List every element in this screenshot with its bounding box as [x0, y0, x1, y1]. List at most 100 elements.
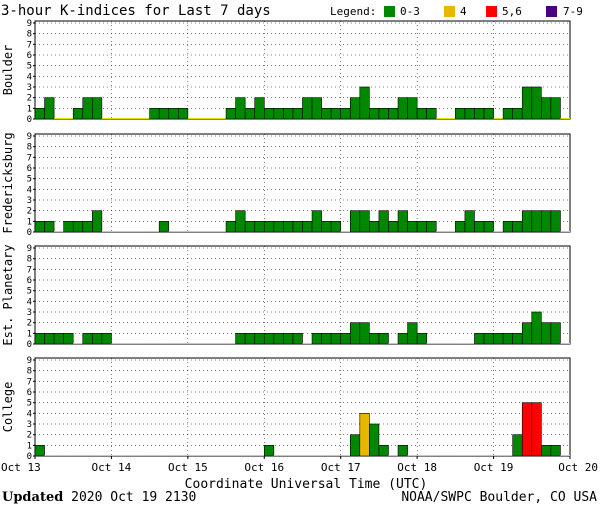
- y-tick-label: 7: [27, 377, 32, 387]
- k-index-bar: [178, 108, 189, 120]
- k-index-bar: [72, 108, 84, 120]
- k-index-bar: [254, 221, 265, 233]
- k-index-bar: [34, 221, 45, 233]
- updated-time: 2020 Oct 19 2130: [71, 490, 197, 505]
- y-tick-label: 9: [27, 356, 32, 366]
- y-tick-label: 3: [27, 83, 32, 93]
- k-index-bar: [397, 97, 408, 120]
- k-index-bar: [321, 333, 332, 345]
- k-index-bar: [416, 333, 427, 345]
- legend-swatch-2: [486, 6, 497, 17]
- x-tick-label: Oct 18: [397, 461, 437, 474]
- k-index-bar: [235, 333, 246, 345]
- k-index-bar: [483, 108, 494, 120]
- y-tick-label: 2: [27, 431, 32, 441]
- k-index-bar: [378, 333, 389, 345]
- y-tick-label: 1: [27, 329, 32, 339]
- y-tick-label: 4: [27, 297, 32, 307]
- k-index-bar: [493, 333, 504, 345]
- legend-label: Legend:: [330, 5, 376, 18]
- y-tick-label: 9: [27, 132, 32, 142]
- updated-label: Updated: [2, 490, 64, 505]
- k-index-bar: [321, 221, 332, 233]
- k-index-bar: [407, 221, 418, 233]
- y-tick-label: 3: [27, 196, 32, 206]
- y-tick-label: 0: [27, 452, 32, 462]
- k-index-bar: [541, 210, 552, 233]
- k-index-bar: [541, 322, 552, 345]
- k-index-bar: [502, 108, 513, 120]
- y-tick-label: 1: [27, 217, 32, 227]
- y-tick-label: 5: [27, 175, 32, 185]
- k-index-bar: [531, 86, 542, 120]
- k-index-bar: [82, 97, 93, 120]
- y-tick-label: 9: [27, 19, 32, 29]
- k-index-bar: [521, 322, 533, 345]
- y-tick-label: 1: [27, 441, 32, 451]
- station-label: College: [1, 382, 15, 433]
- k-index-bar: [44, 333, 55, 345]
- k-index-bar: [541, 97, 552, 120]
- panel-frame: [34, 133, 571, 233]
- legend-swatch-1: [444, 6, 455, 17]
- station-label: Est. Planetary: [1, 244, 15, 345]
- y-tick-label: 6: [27, 51, 32, 61]
- k-index-bar: [263, 221, 275, 233]
- k-index-bar: [225, 108, 236, 120]
- k-index-bar: [397, 333, 408, 345]
- k-index-bar: [330, 333, 342, 345]
- k-index-bar: [483, 221, 494, 233]
- k-index-bar: [273, 221, 284, 233]
- k-index-bar: [53, 333, 64, 345]
- k-index-bar: [235, 97, 246, 120]
- y-tick-label: 6: [27, 164, 32, 174]
- k-index-bar: [311, 333, 322, 345]
- y-tick-label: 3: [27, 420, 32, 430]
- k-index-bar: [474, 108, 485, 120]
- y-tick-label: 9: [27, 244, 32, 254]
- k-index-chart: 3-hour K-indices for Last 7 days Legend:…: [1, 3, 598, 490]
- k-index-bar: [378, 210, 389, 233]
- k-index-bar: [426, 221, 437, 233]
- station-label: Fredericksburg: [1, 132, 15, 233]
- y-tick-label: 3: [27, 308, 32, 318]
- k-index-bar: [550, 210, 561, 233]
- legend: Legend: 0-3 4 5,6 7-9: [330, 5, 583, 18]
- k-index-bar: [388, 221, 399, 233]
- k-index-bar: [531, 210, 542, 233]
- panel-frame: [34, 357, 571, 457]
- y-tick-label: 1: [27, 104, 32, 114]
- k-index-bar: [502, 333, 513, 345]
- k-index-bar: [92, 97, 103, 120]
- k-index-bar: [292, 108, 303, 120]
- k-index-bar: [235, 210, 246, 233]
- y-tick-label: 2: [27, 319, 32, 329]
- x-tick-label: Oct 15: [168, 461, 208, 474]
- y-tick-label: 7: [27, 265, 32, 275]
- k-index-bar: [254, 97, 265, 120]
- k-index-bar: [359, 86, 370, 120]
- k-index-bar: [158, 221, 170, 233]
- x-tick-label: Oct 17: [321, 461, 361, 474]
- legend-entry-1: 4: [460, 5, 467, 18]
- k-index-bar: [292, 333, 303, 345]
- k-index-bar: [369, 423, 380, 457]
- k-index-bar: [82, 221, 93, 233]
- footer-source: NOAA/SWPC Boulder, CO USA: [401, 490, 597, 505]
- k-index-bar: [483, 333, 494, 345]
- y-tick-label: 7: [27, 40, 32, 50]
- legend-entry-3: 7-9: [563, 5, 583, 18]
- y-tick-label: 5: [27, 287, 32, 297]
- y-tick-label: 0: [27, 115, 32, 125]
- k-index-bar: [378, 445, 389, 457]
- k-index-bar: [302, 221, 313, 233]
- k-index-bar: [273, 108, 284, 120]
- k-index-bar: [378, 108, 389, 120]
- k-index-bar: [550, 97, 561, 120]
- k-index-bar: [474, 333, 485, 345]
- x-tick-label: Oct 19: [474, 461, 514, 474]
- k-index-bar: [330, 221, 342, 233]
- k-index-bar: [92, 333, 103, 345]
- legend-entry-0: 0-3: [400, 5, 420, 18]
- legend-swatch-0: [384, 6, 395, 17]
